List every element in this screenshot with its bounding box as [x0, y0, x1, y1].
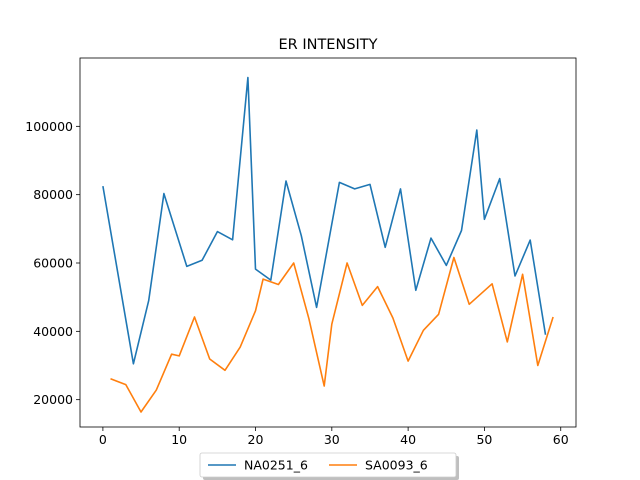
y-tick-label: 60000: [33, 256, 73, 271]
x-tick-label: 0: [99, 432, 107, 447]
series-line-1: [110, 256, 554, 413]
legend-box: [199, 452, 457, 478]
y-tick-label: 100000: [25, 119, 73, 134]
plot-frame: [79, 57, 577, 428]
y-tick-label: 20000: [33, 392, 73, 407]
x-tick-label: 10: [171, 432, 187, 447]
x-tick-label: 30: [324, 432, 340, 447]
plot-lines: [102, 76, 554, 413]
x-tick-label: 50: [476, 432, 492, 447]
series-line-0: [102, 76, 547, 365]
y-tick-label: 80000: [33, 187, 73, 202]
x-tick-label: 60: [553, 432, 569, 447]
y-tick-label: 40000: [33, 324, 73, 339]
legend: NA0251_6 SA0093_6: [199, 452, 459, 480]
legend-label: NA0251_6: [244, 458, 308, 473]
legend-label: SA0093_6: [365, 458, 428, 473]
y-axis: 20000 40000 60000 80000 100000: [25, 119, 80, 407]
x-tick-label: 20: [248, 432, 264, 447]
x-tick-label: 40: [400, 432, 416, 447]
chart-title: ER INTENSITY: [278, 37, 377, 53]
x-axis: 0 10 20 30 40 50 60: [99, 427, 569, 447]
